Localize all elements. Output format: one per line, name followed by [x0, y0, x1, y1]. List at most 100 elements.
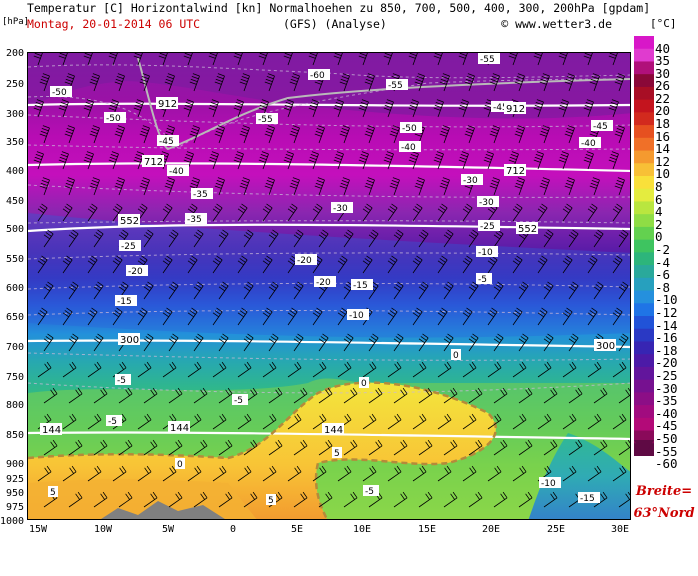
svg-text:-50: -50 — [402, 124, 417, 134]
wind-barb — [543, 229, 554, 248]
colorbar-label: -10 — [655, 292, 678, 308]
wind-barb — [108, 99, 119, 118]
wind-barb — [237, 203, 248, 222]
wind-barb — [262, 361, 277, 378]
wind-barb — [168, 281, 179, 300]
wind-barb — [293, 439, 308, 456]
wind-barb — [62, 203, 73, 222]
wind-barb — [237, 465, 252, 482]
wind-barb — [68, 491, 83, 508]
wind-barb — [343, 333, 354, 352]
wind-barb — [262, 413, 277, 430]
latitude-label-line1: Breite= — [635, 484, 693, 499]
wind-barb — [233, 99, 244, 118]
wind-barb — [358, 99, 369, 118]
colorbar-label: -4 — [655, 254, 671, 270]
wind-barb — [564, 73, 575, 92]
colorbar-label: 12 — [655, 153, 671, 169]
x-tick-label: 30E — [610, 524, 630, 535]
wind-barb — [389, 125, 400, 144]
temperature-label: -30 — [477, 196, 499, 208]
wind-barb — [318, 439, 333, 456]
wind-barb — [558, 151, 569, 170]
wind-barb — [493, 281, 504, 300]
y-tick-label: 975 — [5, 502, 24, 513]
wind-barb — [43, 281, 54, 300]
wind-barb — [87, 255, 98, 274]
wind-barb — [62, 255, 73, 274]
wind-barb — [287, 465, 302, 482]
svg-text:0: 0 — [361, 379, 367, 389]
colorbar-label: 14 — [655, 141, 671, 157]
y-tick-label: 200 — [5, 48, 24, 59]
wind-barb — [114, 177, 125, 196]
wind-barb — [87, 307, 98, 326]
wind-barb — [568, 387, 583, 404]
wind-barb — [262, 307, 273, 326]
wind-barb — [393, 439, 408, 456]
svg-text:552: 552 — [120, 216, 139, 227]
wind-barb — [58, 53, 68, 66]
wind-barb — [112, 307, 123, 326]
geopotential-label: 300 — [594, 339, 616, 352]
wind-barb — [393, 281, 404, 300]
x-tick-label: 10E — [352, 524, 372, 535]
wind-barb — [208, 53, 218, 66]
wind-barb — [539, 73, 550, 92]
wind-barb — [364, 73, 375, 92]
wind-barb — [283, 99, 294, 118]
svg-text:-10: -10 — [541, 479, 556, 489]
wind-barb — [137, 203, 148, 222]
wind-barb — [62, 361, 77, 378]
wind-barb — [412, 413, 427, 430]
wind-barb — [443, 439, 458, 456]
wind-barb — [168, 333, 179, 352]
colorbar-label: -14 — [655, 317, 678, 333]
wind-barb — [368, 387, 383, 404]
wind-barb — [262, 465, 277, 482]
geopotential-label: 144 — [40, 423, 62, 436]
wind-barb — [289, 125, 300, 144]
colorbar-cell — [634, 36, 654, 50]
colorbar-cell — [634, 74, 654, 88]
temperature-label: -5 — [363, 485, 379, 497]
wind-barb — [239, 125, 250, 144]
svg-text:912: 912 — [506, 104, 525, 115]
wind-barb — [58, 99, 69, 118]
wind-barb — [537, 361, 552, 378]
wind-barb — [387, 203, 398, 222]
wind-barb — [318, 229, 329, 248]
temperature-label: 0 — [175, 458, 185, 470]
wind-barb — [162, 361, 177, 378]
temperature-label: -50 — [50, 86, 72, 98]
colorbar-cell — [634, 150, 654, 164]
wind-barb — [468, 229, 479, 248]
wind-barb — [239, 73, 250, 92]
svg-text:-15: -15 — [117, 297, 132, 307]
wind-barb — [218, 491, 233, 508]
run-date: Montag, 20-01-2014 06 UTC — [27, 17, 201, 31]
wind-barb — [143, 229, 154, 248]
wind-barb — [537, 307, 548, 326]
wind-barb — [443, 281, 454, 300]
wind-barb — [458, 53, 468, 66]
wind-barb — [518, 439, 533, 456]
wind-barb — [168, 387, 183, 404]
colorbar-label: -60 — [655, 456, 678, 472]
wind-barb — [143, 387, 158, 404]
wind-barb — [468, 281, 479, 300]
wind-barb — [593, 491, 608, 508]
latitude-label-line2: 63°Nord — [633, 506, 695, 521]
svg-text:-30: -30 — [479, 198, 494, 208]
wind-barb — [243, 229, 254, 248]
zero-isotherm — [28, 381, 497, 519]
wind-barb — [564, 125, 575, 144]
colorbar-cell — [634, 226, 654, 241]
wind-barb — [343, 491, 358, 508]
wind-barb — [514, 125, 525, 144]
wind-barb — [114, 125, 125, 144]
svg-text:-40: -40 — [401, 143, 416, 153]
wind-barb — [343, 387, 358, 404]
colorbar-label: -55 — [655, 443, 678, 459]
wind-barb — [412, 203, 423, 222]
